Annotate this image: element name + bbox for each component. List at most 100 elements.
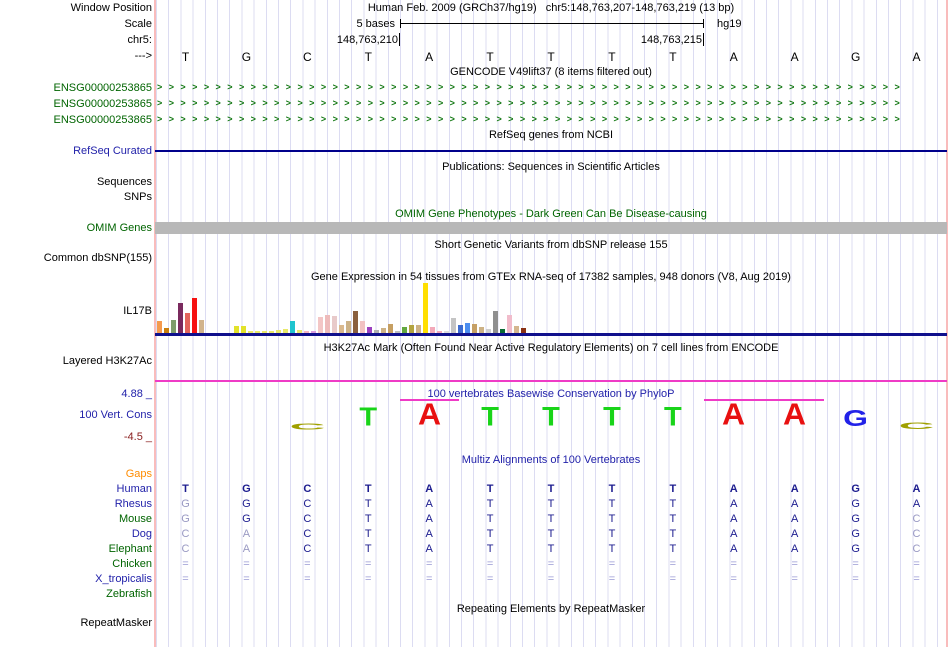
gtex-tissue-bar xyxy=(297,330,302,333)
gencode-gene-arrows[interactable]: >>>>>>>>>>>>>>>>>>>>>>>>>>>>>>>>>>>>>>>>… xyxy=(157,82,907,92)
conservation-title: 100 vertebrates Basewise Conservation by… xyxy=(427,388,675,400)
multiz-base: T xyxy=(486,483,494,495)
gtex-tissue-bar xyxy=(248,331,253,333)
gtex-tissue-bar xyxy=(325,315,330,333)
multiz-species-label[interactable]: Human xyxy=(116,483,152,495)
common-dbsnp-label[interactable]: Common dbSNP(155) xyxy=(43,252,152,264)
multiz-base: C xyxy=(912,528,921,540)
multiz-base: = xyxy=(608,558,616,570)
refseq-curated-label[interactable]: RefSeq Curated xyxy=(73,145,152,157)
publications-title: Publications: Sequences in Scientific Ar… xyxy=(442,161,660,173)
multiz-base: = xyxy=(791,573,798,585)
multiz-species-label[interactable]: Rhesus xyxy=(114,498,152,510)
multiz-base: C xyxy=(912,543,921,555)
conservation-min-label: -4.5 _ xyxy=(123,431,152,443)
base-letter: T xyxy=(181,50,190,64)
snps-label[interactable]: SNPs xyxy=(123,191,152,203)
multiz-base: T xyxy=(669,498,677,510)
gtex-tissue-bar xyxy=(395,331,400,333)
omim-gene-bar[interactable] xyxy=(155,222,947,234)
gtex-tissue-bar xyxy=(451,318,456,333)
phylop-clip-bar xyxy=(704,399,825,401)
conservation-max-label: 4.88 _ xyxy=(121,388,152,400)
scale-bases-text: 5 bases xyxy=(356,18,395,30)
multiz-base: = xyxy=(547,558,555,570)
multiz-base: A xyxy=(425,483,434,495)
multiz-base: C xyxy=(912,513,921,525)
gtex-tissue-bar xyxy=(409,325,414,333)
phylop-logo-letter: G xyxy=(843,406,869,432)
phylop-logo-letter: C xyxy=(898,421,935,432)
phylop-logo-letter: A xyxy=(783,397,807,433)
multiz-base: T xyxy=(486,543,494,555)
gtex-tissue-bar xyxy=(437,331,442,333)
multiz-base: = xyxy=(182,558,189,570)
gtex-tissue-bar xyxy=(185,313,190,333)
multiz-species-label[interactable]: Dog xyxy=(131,528,152,540)
gtex-tissue-bar xyxy=(381,328,386,333)
phylop-logo-letter: T xyxy=(664,402,682,432)
gtex-tissue-bar xyxy=(255,331,260,333)
vert-cons-label[interactable]: 100 Vert. Cons xyxy=(79,409,152,421)
refseq-curated-item[interactable] xyxy=(155,150,947,152)
multiz-base: T xyxy=(182,483,189,495)
multiz-base: C xyxy=(303,483,312,495)
multiz-base: A xyxy=(791,528,799,540)
base-letter: T xyxy=(608,50,616,64)
multiz-base: = xyxy=(243,558,250,570)
multiz-base: A xyxy=(730,513,738,525)
multiz-species-label[interactable]: Mouse xyxy=(118,513,152,525)
multiz-base: C xyxy=(181,543,190,555)
track-left-edge-line xyxy=(154,0,156,647)
gencode-gene-label[interactable]: ENSG00000253865 xyxy=(53,114,152,126)
multiz-base: = xyxy=(547,573,555,585)
gtex-tissue-bar xyxy=(283,329,288,333)
gencode-gene-label[interactable]: ENSG00000253865 xyxy=(53,98,152,110)
base-letter: G xyxy=(241,50,252,64)
multiz-species-label[interactable]: Elephant xyxy=(108,543,152,555)
multiz-base: T xyxy=(364,483,372,495)
multiz-base: = xyxy=(730,573,737,585)
multiz-base: T xyxy=(669,528,677,540)
conservation-top-line xyxy=(155,380,947,382)
gtex-tissue-bar xyxy=(507,315,512,333)
layered-h3k27ac-label[interactable]: Layered H3K27Ac xyxy=(62,355,152,367)
repeatmasker-label[interactable]: RepeatMasker xyxy=(80,617,152,629)
multiz-base: A xyxy=(729,483,738,495)
multiz-base: = xyxy=(243,573,250,585)
assembly-short-label: hg19 xyxy=(717,18,742,30)
sequences-label[interactable]: Sequences xyxy=(96,176,152,188)
multiz-species-label[interactable]: Zebrafish xyxy=(106,588,152,600)
gencode-gene-label[interactable]: ENSG00000253865 xyxy=(53,82,152,94)
gtex-tissue-bar xyxy=(465,323,470,333)
gaps-label[interactable]: Gaps xyxy=(125,468,152,480)
gtex-gene-label[interactable]: IL17B xyxy=(123,305,152,317)
multiz-base: A xyxy=(730,528,738,540)
gencode-gene-arrows[interactable]: >>>>>>>>>>>>>>>>>>>>>>>>>>>>>>>>>>>>>>>>… xyxy=(157,114,907,124)
multiz-base: A xyxy=(791,498,799,510)
multiz-base: T xyxy=(669,483,677,495)
multiz-title: Multiz Alignments of 100 Vertebrates xyxy=(461,454,641,466)
base-letter: G xyxy=(850,50,861,64)
coord-left: 148,763,210 xyxy=(336,34,398,46)
gtex-tissue-bar xyxy=(262,331,267,333)
gtex-title: Gene Expression in 54 tissues from GTEx … xyxy=(311,271,791,283)
gtex-tissue-bar xyxy=(521,328,526,333)
multiz-base: A xyxy=(912,483,921,495)
multiz-base: T xyxy=(608,513,616,525)
multiz-species-label[interactable]: Chicken xyxy=(112,558,152,570)
h3k27ac-title: H3K27Ac Mark (Often Found Near Active Re… xyxy=(323,342,779,354)
gtex-tissue-bar xyxy=(423,283,428,333)
gtex-tissue-bar xyxy=(164,328,169,333)
multiz-base: T xyxy=(547,498,555,510)
gencode-gene-arrows[interactable]: >>>>>>>>>>>>>>>>>>>>>>>>>>>>>>>>>>>>>>>>… xyxy=(157,98,907,108)
phylop-logo-letter: T xyxy=(603,402,621,432)
omim-genes-label[interactable]: OMIM Genes xyxy=(86,222,152,234)
multiz-species-label[interactable]: X_tropicalis xyxy=(95,573,152,585)
multiz-base: = xyxy=(182,573,189,585)
multiz-base: T xyxy=(486,528,494,540)
multiz-base: = xyxy=(913,573,920,585)
gtex-tissue-bar xyxy=(493,311,498,333)
multiz-base: A xyxy=(242,528,251,540)
multiz-base: A xyxy=(791,513,799,525)
